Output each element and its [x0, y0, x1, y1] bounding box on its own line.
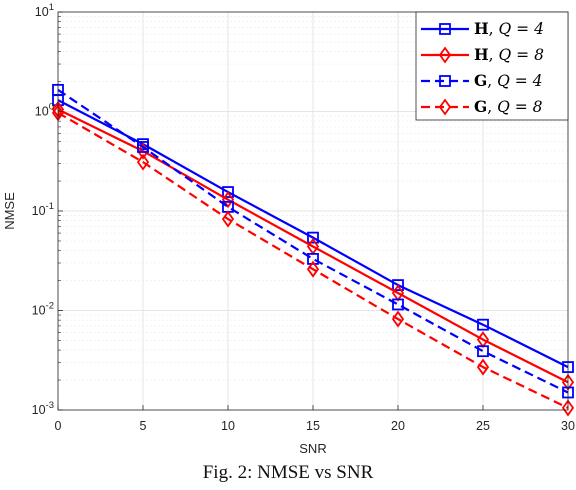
legend-label: H, Q = 8 [474, 45, 544, 64]
legend-label: G, Q = 4 [474, 71, 543, 90]
data-point-g-8 [561, 399, 575, 417]
data-point-g-8 [391, 310, 405, 328]
legend-item: G, Q = 8 [421, 97, 543, 116]
legend-item: G, Q = 4 [421, 71, 543, 90]
data-point-g-8 [306, 260, 320, 278]
legend-marker [439, 23, 451, 35]
y-tick-label: 100 [35, 102, 54, 119]
legend-marker [438, 98, 452, 116]
data-point-h-4 [222, 186, 234, 198]
data-point-g-4 [307, 253, 319, 265]
series-g-8 [51, 104, 575, 417]
data-point-g-4 [137, 141, 149, 153]
x-tick-label: 15 [306, 419, 320, 433]
data-point-g-8 [221, 210, 235, 228]
x-tick-label: 20 [391, 419, 405, 433]
data-point-h-8 [221, 191, 235, 209]
y-tick-label: 10-2 [32, 301, 54, 318]
x-tick-label: 5 [140, 419, 147, 433]
y-tick-label: 10-3 [32, 400, 54, 417]
x-tick-label: 30 [561, 419, 575, 433]
series-layer [51, 83, 575, 417]
legend: H, Q = 4 H, Q = 8 G, Q = 4 G, Q = 8 [415, 11, 569, 121]
ticks [57, 11, 569, 411]
data-point-h-4 [392, 279, 404, 292]
x-tick-label: 10 [221, 419, 235, 433]
figure-caption: Fig. 2: NMSE vs SNR [203, 462, 374, 483]
series-g-4 [52, 83, 574, 399]
x-axis-label: SNR [299, 441, 326, 456]
data-point-g-4 [392, 298, 404, 311]
series-line-g-8 [57, 111, 569, 409]
data-point-g-4 [477, 345, 489, 358]
legend-label: H, Q = 4 [474, 19, 544, 38]
series-line-g-4 [57, 88, 569, 394]
x-tick-label: 25 [476, 419, 490, 433]
legend-marker [438, 46, 452, 64]
legend-label: G, Q = 8 [474, 97, 543, 116]
data-point-g-8 [476, 358, 490, 376]
legend-marker [439, 75, 451, 87]
y-tick-label: 10-1 [32, 201, 54, 218]
legend-item: H, Q = 4 [421, 19, 544, 38]
x-tick-labels: 0 5 10 15 20 25 30 [55, 419, 575, 433]
data-point-g-8 [136, 153, 150, 171]
y-axis-label: NMSE [2, 192, 17, 230]
legend-item: H, Q = 8 [421, 45, 544, 64]
data-point-h-4 [477, 318, 489, 331]
data-point-h-4 [307, 231, 319, 244]
y-tick-label: 101 [35, 2, 54, 19]
y-tick-labels: 101 100 10-1 10-2 10-3 [32, 2, 54, 417]
x-tick-label: 0 [55, 419, 62, 433]
